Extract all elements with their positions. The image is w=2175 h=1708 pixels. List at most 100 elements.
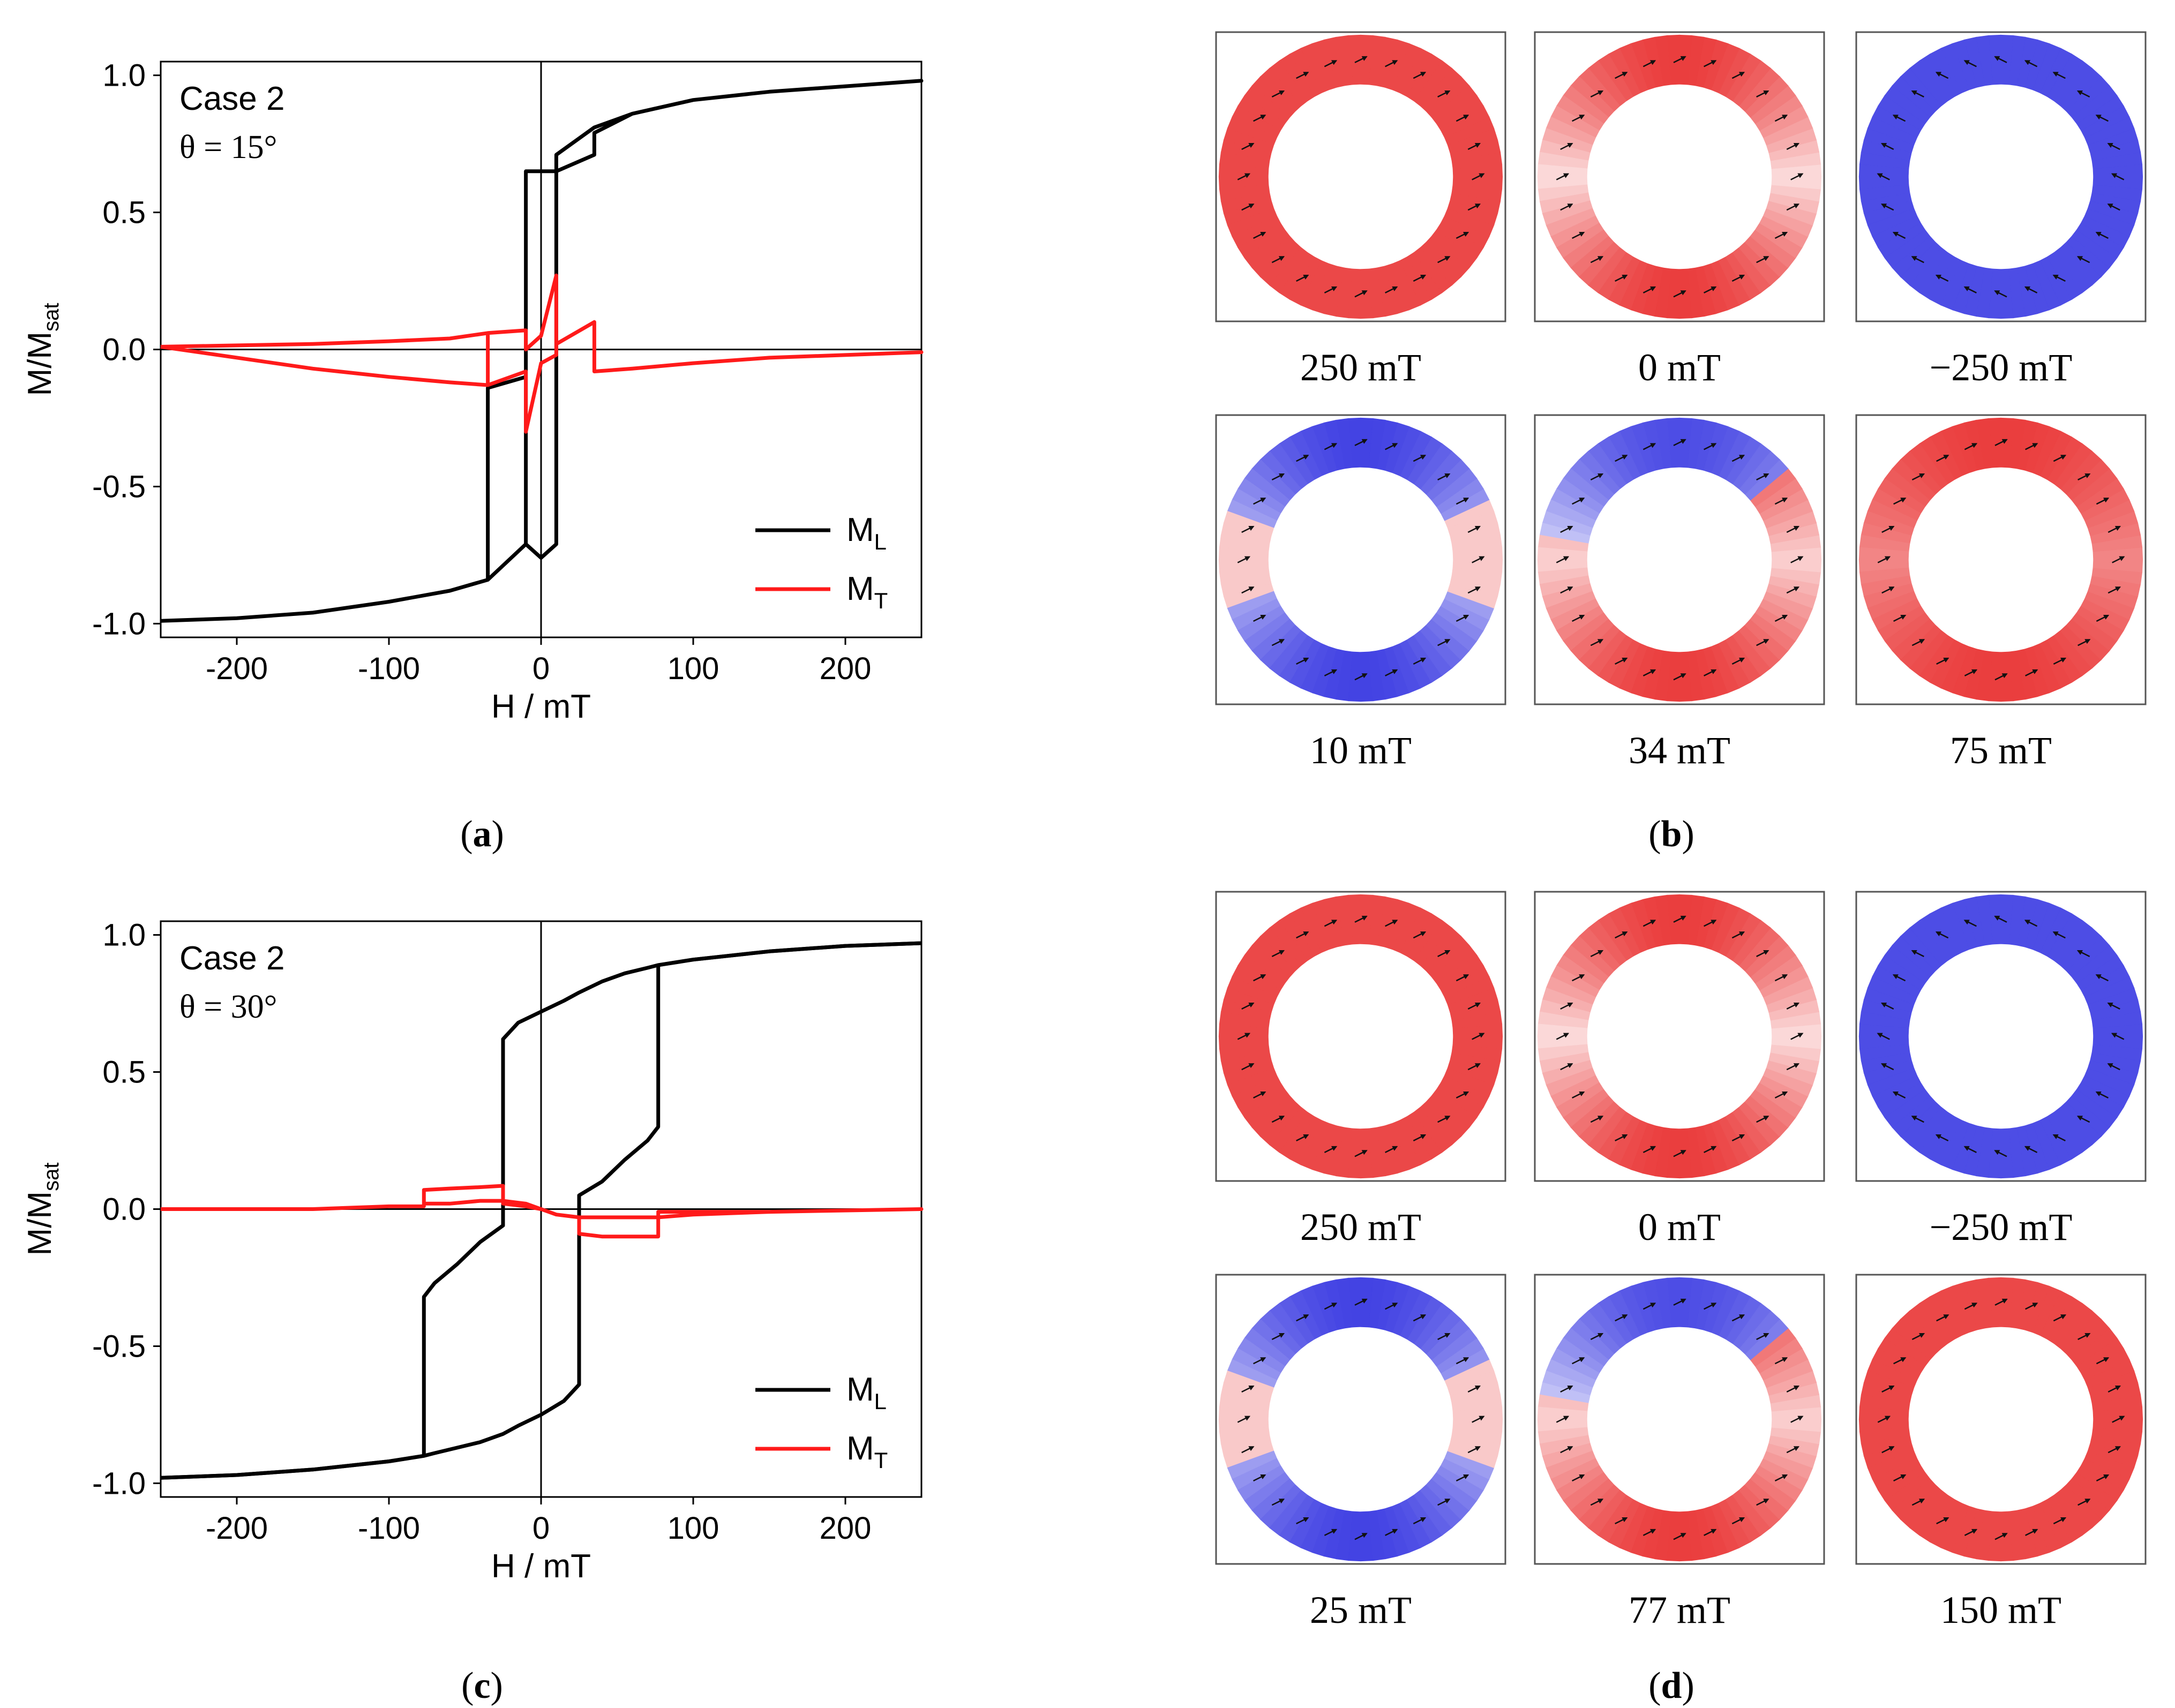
- magnetization-arrow: [1790, 556, 1804, 563]
- magnetization-arrow: [1994, 915, 2007, 923]
- x-tick-label: 0: [532, 651, 550, 686]
- magnetization-arrow: [1911, 1333, 1925, 1340]
- panel-letter-a-text: a: [473, 814, 492, 855]
- magnetization-arrow: [1877, 556, 1891, 563]
- magnetization-arrow: [1456, 498, 1469, 505]
- magnetization-arrow: [1413, 454, 1427, 462]
- magnetization-arrow: [1774, 231, 1788, 239]
- magnetization-arrow: [1556, 556, 1570, 563]
- magnetization-arrow: [1964, 443, 1978, 450]
- magnetization-arrow: [1790, 173, 1804, 180]
- ring-map: 75 mT: [1855, 414, 2147, 772]
- series-line-ml: [160, 79, 924, 623]
- magnetization-arrow: [1560, 1446, 1573, 1454]
- ring-segment: [2092, 1419, 2143, 1432]
- magnetization-arrow: [1296, 274, 1309, 282]
- angle-annotation: θ = 15°: [179, 129, 277, 165]
- magnetization-arrow: [1296, 657, 1309, 665]
- magnetization-arrow: [1731, 1134, 1745, 1142]
- y-tick-label: -1.0: [92, 1466, 146, 1501]
- magnetization-arrow: [1774, 1357, 1788, 1365]
- legend-label-sub: L: [874, 529, 887, 554]
- magnetization-arrow: [1253, 1091, 1266, 1098]
- magnetization-arrow: [1572, 614, 1585, 622]
- magnetization-arrow: [1385, 286, 1398, 294]
- svg-text:(c): (c): [461, 1665, 503, 1706]
- magnetization-arrow: [1324, 1303, 1338, 1310]
- case-annotation: Case 2: [179, 80, 284, 117]
- magnetization-arrow: [1642, 1146, 1656, 1153]
- ring-map: 150 mT: [1855, 1274, 2147, 1631]
- magnetization-arrow: [1704, 60, 1717, 67]
- magnetization-arrow: [1354, 56, 1368, 63]
- magnetization-arrow: [1756, 1116, 1769, 1123]
- magnetization-arrow: [2096, 614, 2110, 622]
- magnetization-arrow: [1892, 1091, 1906, 1098]
- magnetization-arrow: [2078, 1333, 2091, 1340]
- x-tick-label: 200: [820, 651, 872, 686]
- magnetization-arrow: [1963, 1146, 1977, 1153]
- magnetization-arrow: [1642, 60, 1656, 67]
- magnetization-arrow: [1704, 286, 1717, 294]
- magnetization-arrow: [2095, 974, 2109, 982]
- hysteresis-chart-c: -200 -100 0 100 200 -1.0 -0.5 0.0 0.5 1.0 H / mT M/…: [21, 918, 924, 1585]
- magnetization-arrow: [1560, 1002, 1573, 1010]
- magnetization-arrow: [1296, 931, 1309, 939]
- magnetization-arrow: [1704, 1146, 1717, 1153]
- magnetization-arrow: [1354, 290, 1368, 298]
- magnetization-arrow: [1556, 1416, 1570, 1423]
- ring-segment: [1452, 1036, 1503, 1049]
- magnetization-arrow: [1354, 1533, 1368, 1540]
- magnetization-arrow: [1590, 1499, 1604, 1506]
- magnetization-arrow: [1271, 1499, 1285, 1506]
- magnetization-arrow: [1731, 1517, 1745, 1525]
- magnetization-arrow: [1893, 1357, 1907, 1365]
- magnetization-arrow: [1324, 1529, 1338, 1536]
- magnetization-arrow: [1241, 586, 1255, 594]
- magnetization-arrow: [1615, 71, 1628, 79]
- magnetization-arrow: [1572, 231, 1585, 239]
- magnetization-arrow: [1271, 639, 1285, 646]
- magnetization-arrow: [1673, 915, 1686, 923]
- magnetization-arrow: [1935, 931, 1949, 939]
- magnetization-arrow: [1253, 614, 1266, 622]
- magnetization-arrow: [1790, 1033, 1804, 1040]
- y-axis-label-sub: sat: [40, 303, 63, 332]
- magnetization-arrow: [1385, 1146, 1398, 1153]
- magnetization-arrow: [1253, 974, 1266, 982]
- x-tick-label: -200: [206, 651, 268, 686]
- magnetization-arrow: [1790, 1416, 1804, 1423]
- y-axis-label: M/Msat: [21, 303, 63, 396]
- y-axis-label-main: M/M: [21, 332, 58, 396]
- panel-letter-a: (a): [460, 814, 504, 855]
- x-tick-label: -100: [358, 1511, 420, 1546]
- magnetization-arrow: [1892, 974, 1906, 982]
- ring-map: −250 mT: [1855, 891, 2147, 1248]
- magnetization-arrow: [1994, 1150, 2007, 1157]
- magnetization-arrow: [1296, 1134, 1309, 1142]
- magnetization-arrow: [2025, 443, 2038, 450]
- panel-letter-d-text: d: [1661, 1665, 1682, 1706]
- magnetization-arrow: [2095, 115, 2109, 122]
- magnetization-arrow: [1642, 286, 1656, 294]
- y-tick-label: 0.5: [102, 195, 146, 230]
- ring-map: 34 mT: [1534, 414, 1825, 772]
- magnetization-arrow: [1704, 669, 1717, 676]
- magnetization-arrow: [2107, 1063, 2120, 1071]
- magnetization-arrow: [2052, 71, 2066, 79]
- magnetization-arrow: [1467, 203, 1481, 211]
- magnetization-arrow: [1560, 203, 1573, 211]
- legend-label-ml: ML: [846, 1371, 887, 1414]
- magnetization-arrow: [1881, 1385, 1895, 1393]
- magnetization-arrow: [1673, 1150, 1686, 1157]
- magnetization-arrow: [2052, 931, 2066, 939]
- magnetization-arrow: [2052, 274, 2066, 282]
- magnetization-arrow: [2076, 950, 2090, 957]
- magnetization-arrow: [1877, 173, 1890, 180]
- magnetization-arrow: [1456, 974, 1469, 982]
- magnetization-arrow: [1756, 256, 1769, 264]
- magnetization-arrow: [2096, 1357, 2110, 1365]
- magnetization-arrow: [1271, 473, 1285, 480]
- magnetization-arrow: [1354, 915, 1368, 923]
- field-label: 25 mT: [1310, 1589, 1412, 1631]
